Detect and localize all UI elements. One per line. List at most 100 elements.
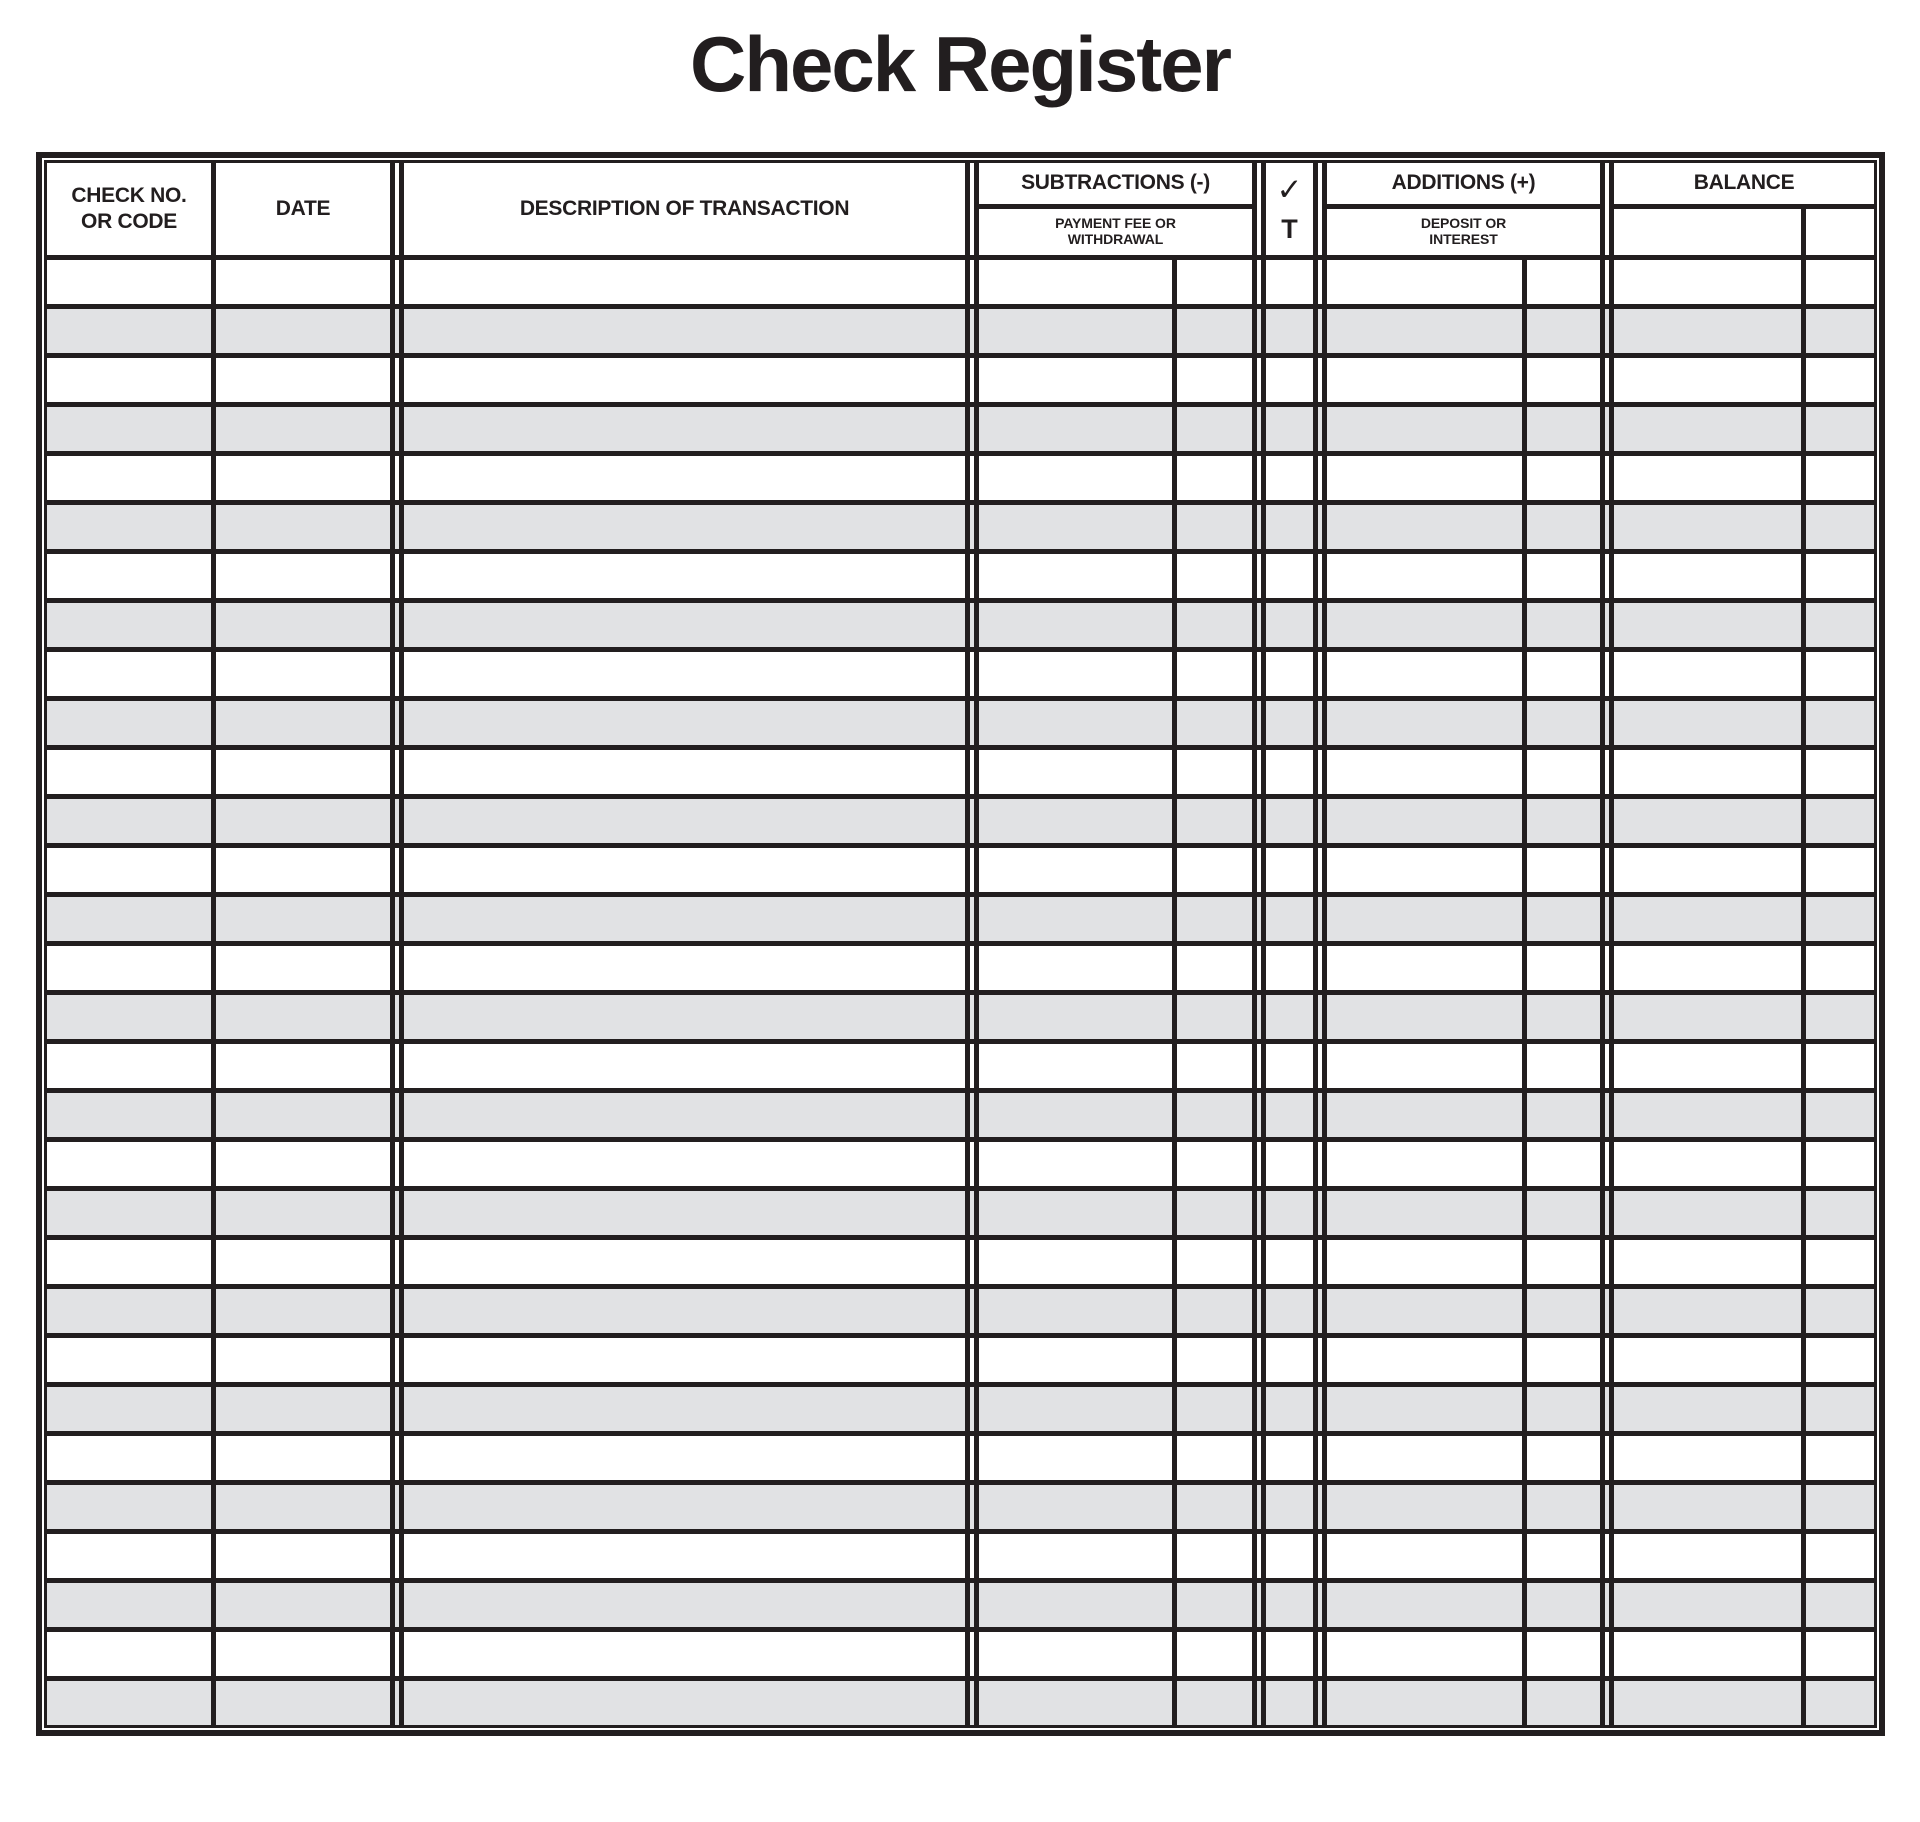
column-divider <box>1522 1631 1527 1676</box>
header-check-no-line2: OR CODE <box>81 209 177 233</box>
cell-date <box>216 456 390 500</box>
double-column-divider <box>1600 1092 1614 1137</box>
cell-description <box>404 848 965 892</box>
double-column-divider <box>1313 1190 1327 1235</box>
double-column-divider <box>1252 1680 1266 1725</box>
column-divider <box>1801 1631 1806 1676</box>
cell-subtraction-dollars <box>979 897 1172 941</box>
cell-addition-cents <box>1527 309 1600 353</box>
column-divider <box>1801 357 1806 402</box>
double-column-divider <box>390 1043 404 1088</box>
cell-subtraction-dollars <box>979 1240 1172 1284</box>
cell-addition-cents <box>1527 1240 1600 1284</box>
cell-balance-dollars <box>1614 554 1801 598</box>
cell-description <box>404 995 965 1039</box>
cell-description <box>404 1289 965 1333</box>
double-column-divider <box>965 1533 979 1578</box>
cell-subtraction-cents <box>1177 799 1252 843</box>
cell-balance-dollars <box>1614 603 1801 647</box>
double-column-divider <box>1313 259 1327 304</box>
column-divider <box>1172 847 1177 892</box>
cell-description <box>404 1485 965 1529</box>
column-divider <box>1522 994 1527 1039</box>
double-column-divider <box>1313 1631 1327 1676</box>
double-column-divider <box>390 1141 404 1186</box>
column-divider <box>211 994 216 1039</box>
cell-subtraction-cents <box>1177 1485 1252 1529</box>
column-divider <box>1522 749 1527 794</box>
double-column-divider <box>390 651 404 696</box>
column-divider <box>211 1190 216 1235</box>
cell-balance-cents <box>1806 456 1874 500</box>
column-divider <box>1522 1582 1527 1627</box>
cell-subtraction-dollars <box>979 1485 1172 1529</box>
double-column-divider <box>965 504 979 549</box>
cell-date <box>216 1387 390 1431</box>
cell-balance-dollars <box>1614 1681 1801 1725</box>
cell-subtraction-cents <box>1177 505 1252 549</box>
cell-addition-cents <box>1527 995 1600 1039</box>
column-divider <box>1522 798 1527 843</box>
column-divider <box>1801 1386 1806 1431</box>
double-column-divider <box>965 1435 979 1480</box>
column-divider <box>1522 1386 1527 1431</box>
cell-check-no <box>47 1681 211 1725</box>
cell-check-no <box>47 799 211 843</box>
cell-balance-cents <box>1806 1240 1874 1284</box>
column-divider <box>211 553 216 598</box>
double-column-divider <box>1313 504 1327 549</box>
column-divider <box>1801 602 1806 647</box>
double-column-divider <box>1252 1386 1266 1431</box>
double-column-divider <box>965 553 979 598</box>
cell-date <box>216 1681 390 1725</box>
cell-date <box>216 1240 390 1284</box>
cell-addition-dollars <box>1327 603 1522 647</box>
table-row <box>47 1386 1874 1436</box>
cell-check-no <box>47 1142 211 1186</box>
double-column-divider <box>965 1386 979 1431</box>
cell-subtraction-dollars <box>979 1632 1172 1676</box>
subheader-deposit-line1: DEPOSIT OR <box>1420 215 1507 232</box>
column-divider <box>1172 994 1177 1039</box>
double-column-divider <box>965 1631 979 1676</box>
double-column-divider <box>1252 406 1266 451</box>
cell-addition-dollars <box>1327 1485 1522 1529</box>
double-column-divider <box>1252 1533 1266 1578</box>
table-row <box>47 700 1874 750</box>
cell-check-no <box>47 358 211 402</box>
column-divider <box>1801 259 1806 304</box>
cell-balance-cents <box>1806 554 1874 598</box>
column-divider <box>1172 259 1177 304</box>
double-column-divider <box>1313 1337 1327 1382</box>
header-additions: ADDITIONS (+) <box>1391 171 1536 195</box>
header-cleared-column: ✓ T <box>1266 163 1313 255</box>
column-divider <box>1522 553 1527 598</box>
double-column-divider <box>1252 1092 1266 1137</box>
cell-cleared <box>1266 407 1313 451</box>
double-column-divider <box>390 1484 404 1529</box>
cell-subtraction-dollars <box>979 701 1172 745</box>
cell-balance-dollars <box>1614 505 1801 549</box>
cell-addition-dollars <box>1327 1240 1522 1284</box>
column-divider <box>1172 798 1177 843</box>
double-column-divider <box>1313 553 1327 598</box>
table-row <box>47 308 1874 358</box>
column-divider <box>1801 798 1806 843</box>
cell-check-no <box>47 260 211 304</box>
column-divider <box>1801 1043 1806 1088</box>
double-column-divider <box>965 1190 979 1235</box>
header-subtractions: SUBTRACTIONS (-) <box>1021 171 1210 195</box>
cell-subtraction-cents <box>1177 1583 1252 1627</box>
double-column-divider <box>1252 1288 1266 1333</box>
cell-subtraction-dollars <box>979 309 1172 353</box>
subheader-payment-fee-line1: PAYMENT FEE OR <box>1055 215 1176 232</box>
table-row <box>47 1141 1874 1191</box>
column-divider <box>1801 945 1806 990</box>
cell-subtraction-cents <box>1177 1191 1252 1235</box>
table-row <box>47 1533 1874 1583</box>
column-divider <box>1522 308 1527 353</box>
column-divider <box>211 1288 216 1333</box>
check-register-table: CHECK NO. OR CODE DATE DESCRIPTION OF TR… <box>36 151 1885 1736</box>
double-column-divider <box>1313 1435 1327 1480</box>
column-divider <box>1801 749 1806 794</box>
